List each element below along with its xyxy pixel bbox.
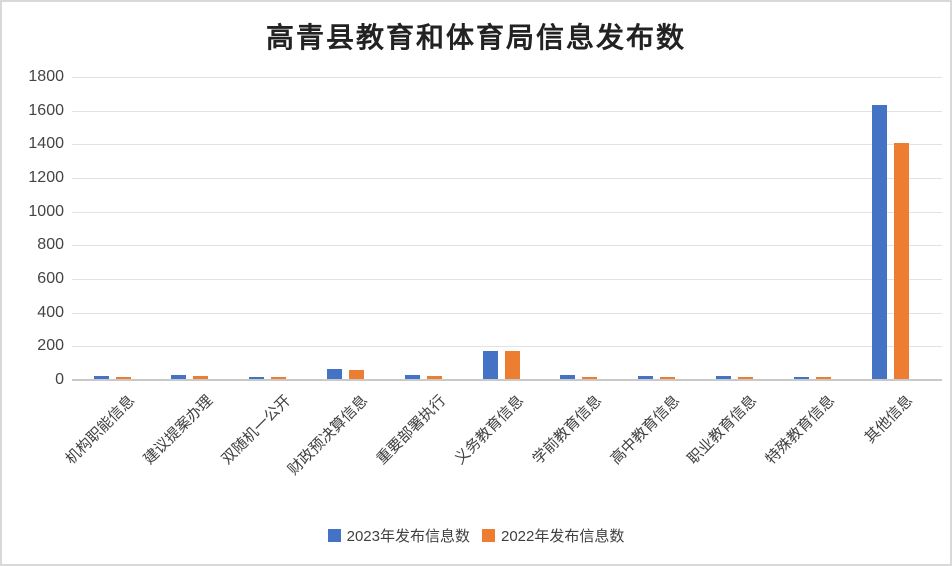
bar-s1-c10 [894, 143, 909, 379]
x-axis-category-label-9: 特殊教育信息 [762, 392, 839, 468]
bar-s0-c10 [872, 105, 887, 379]
x-axis-category-label-4: 重要部署执行 [373, 392, 450, 468]
bar-s1-c3 [349, 370, 364, 379]
bar-s1-c1 [193, 376, 208, 379]
bar-s0-c2 [249, 377, 264, 379]
y-axis-tick-label: 600 [37, 270, 64, 287]
x-axis-category-label-3: 财政预决算信息 [285, 392, 372, 479]
legend-swatch-icon [482, 529, 495, 542]
bar-s1-c9 [816, 377, 831, 379]
y-axis-tick-label: 800 [37, 236, 64, 254]
x-axis-category-label-10: 其他信息 [861, 392, 917, 447]
legend-item-0: 2023年发布信息数 [327, 525, 470, 546]
gridline [72, 279, 942, 280]
bar-s0-c3 [327, 369, 342, 379]
x-axis-category-label-5: 义务教育信息 [451, 392, 528, 468]
bar-s1-c0 [116, 377, 131, 379]
y-axis-tick-label: 1600 [28, 101, 64, 119]
bar-s1-c2 [271, 377, 286, 379]
legend-label: 2023年发布信息数 [346, 528, 470, 545]
x-axis-category-label-8: 职业教育信息 [684, 392, 761, 468]
x-axis-category-label-2: 双随机一公开 [218, 392, 294, 468]
y-axis-tick-label: 1000 [28, 202, 64, 220]
y-axis-tick-label: 200 [37, 337, 64, 355]
x-axis-category-label-7: 高中教育信息 [607, 392, 683, 468]
bar-s0-c8 [716, 376, 731, 379]
gridline [72, 346, 942, 347]
bar-s1-c5 [505, 351, 520, 379]
x-axis-category-label-1: 建议提案办理 [140, 392, 216, 468]
chart-title: 高青县教育和体育局信息发布数 [265, 23, 686, 54]
y-axis-tick-label: 1400 [28, 135, 64, 153]
chart-legend: 2023年发布信息数 2022年发布信息数 [2, 525, 950, 546]
legend-swatch-icon [327, 529, 341, 542]
bar-s1-c6 [582, 377, 597, 379]
gridline [72, 144, 942, 145]
y-axis-tick-label: 1200 [28, 169, 64, 186]
gridline [72, 313, 942, 314]
y-axis-tick-label: 1800 [28, 68, 64, 85]
legend-item-1: 2022年发布信息数 [482, 525, 624, 546]
bar-s0-c5 [483, 351, 498, 379]
gridline [72, 178, 942, 179]
bar-s1-c8 [738, 377, 753, 379]
legend-label: 2022年发布信息数 [501, 528, 625, 545]
gridline [72, 212, 942, 213]
bar-s1-c4 [427, 376, 442, 379]
bar-s0-c1 [171, 375, 186, 379]
bar-s0-c6 [560, 375, 575, 379]
gridline [72, 111, 942, 112]
bar-s1-c7 [660, 377, 675, 379]
bar-s0-c4 [405, 375, 420, 379]
gridline [72, 245, 942, 246]
y-axis-tick-label: 0 [55, 371, 64, 388]
gridline [72, 77, 942, 78]
x-axis-category-label-6: 学前教育信息 [529, 392, 605, 468]
bar-s0-c7 [638, 376, 653, 379]
y-axis-tick-label: 400 [37, 303, 64, 321]
x-axis-category-label-0: 机构职能信息 [62, 392, 139, 468]
x-axis-line [72, 379, 942, 381]
bar-s0-c9 [794, 377, 809, 379]
bar-s0-c0 [94, 376, 109, 379]
